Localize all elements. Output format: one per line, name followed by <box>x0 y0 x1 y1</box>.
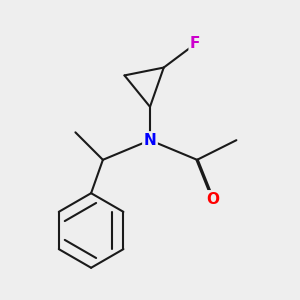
Text: F: F <box>190 37 200 52</box>
Text: O: O <box>206 192 219 207</box>
Text: N: N <box>144 133 156 148</box>
